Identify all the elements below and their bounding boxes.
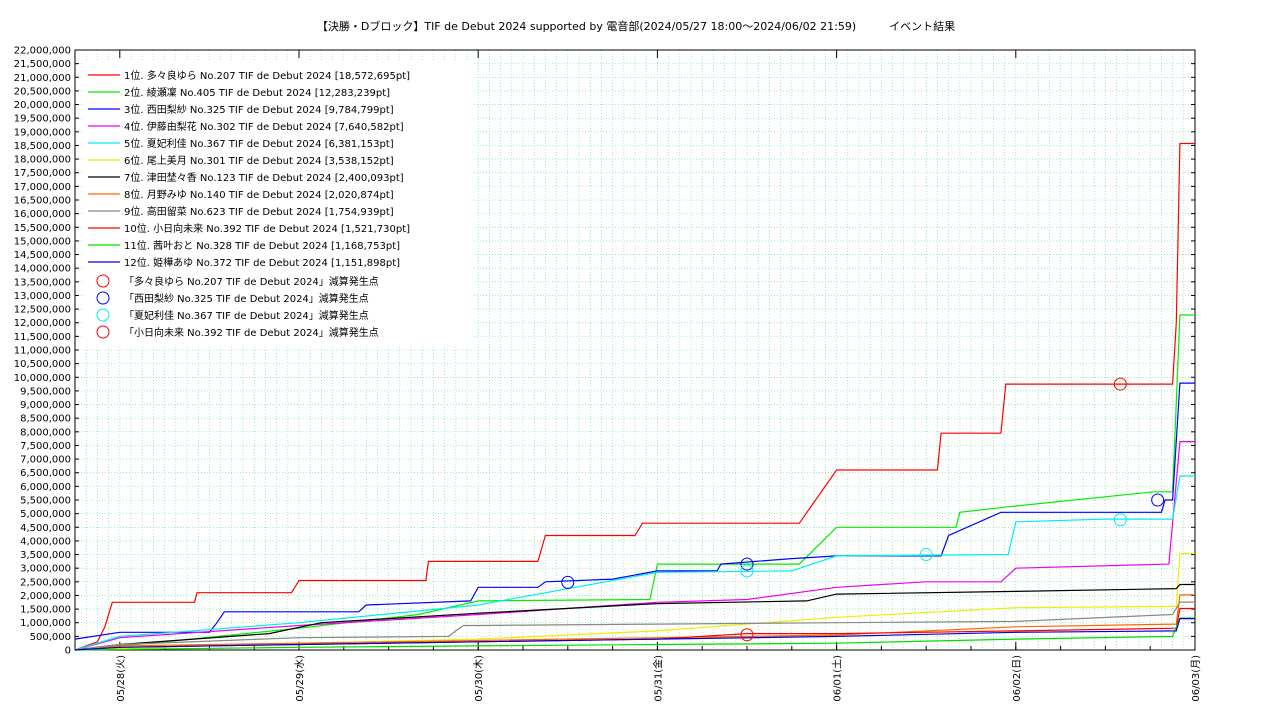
x-tick-label: 05/31(金)	[651, 655, 664, 702]
deduction-marker	[740, 564, 754, 578]
y-tick-label: 16,500,000	[14, 196, 71, 207]
legend-marker-swatch	[96, 274, 110, 288]
legend-label: 11位. 茜叶おと No.328 TIF de Debut 2024 [1,16…	[124, 239, 400, 252]
legend: 1位. 多々良ゆら No.207 TIF de Debut 2024 [18,5…	[83, 60, 473, 345]
y-tick-label: 7,500,000	[20, 441, 71, 452]
x-tick-label: 05/28(火)	[115, 655, 127, 702]
y-tick-label: 1,500,000	[20, 605, 71, 616]
y-tick-label: 7,000,000	[20, 455, 71, 466]
y-tick-label: 8,000,000	[20, 427, 71, 438]
y-tick-label: 4,000,000	[20, 536, 71, 547]
y-tick-label: 1,000,000	[20, 618, 71, 629]
series-line	[74, 617, 1195, 651]
y-tick-label: 22,000,000	[14, 46, 71, 57]
series-lines	[74, 142, 1195, 651]
y-tick-label: 20,500,000	[14, 86, 71, 97]
y-tick-label: 20,000,000	[14, 100, 71, 111]
y-tick-label: 10,500,000	[14, 359, 71, 370]
legend-label: 10位. 小日向未来 No.392 TIF de Debut 2024 [1,5…	[124, 222, 410, 235]
y-tick-label: 16,000,000	[14, 209, 71, 220]
deduction-marker	[561, 575, 575, 589]
series-line	[74, 601, 1195, 651]
axes: 0 500,000 1,000,000 1,500,000 2,000,000 2,500…	[14, 46, 1202, 702]
y-tick-label: 6,500,000	[20, 468, 71, 479]
y-tick-label: 5,500,000	[20, 496, 71, 507]
legend-label: 5位. 夏妃利佳 No.367 TIF de Debut 2024 [6,381…	[124, 137, 394, 150]
y-tick-label: 17,500,000	[14, 168, 71, 179]
y-tick-label: 15,000,000	[14, 236, 71, 247]
x-tick-label: 06/02(日)	[1012, 655, 1023, 702]
series-line	[74, 617, 1195, 651]
legend-marker-swatch	[96, 291, 110, 305]
deduction-marker	[1113, 377, 1127, 391]
legend-label: 「夏妃利佳 No.367 TIF de Debut 2024」減算発生点	[124, 309, 369, 322]
y-tick-label: 2,000,000	[20, 591, 71, 602]
y-tick-label: 18,000,000	[14, 155, 71, 166]
legend-label: 9位. 高田留菜 No.623 TIF de Debut 2024 [1,754…	[124, 205, 394, 218]
y-tick-label: 8,500,000	[20, 414, 71, 425]
y-tick-label: 14,000,000	[14, 264, 71, 275]
series-line	[74, 441, 1195, 651]
deduction-marker	[1151, 493, 1165, 507]
y-tick-label: 11,000,000	[14, 346, 71, 357]
deduction-marker	[740, 557, 754, 571]
legend-label: 12位. 姫樺あゆ No.372 TIF de Debut 2024 [1,15…	[124, 256, 400, 269]
x-tick-label: 05/30(木)	[473, 655, 485, 702]
legend-label: 4位. 伊藤由梨花 No.302 TIF de Debut 2024 [7,64…	[124, 120, 404, 133]
y-tick-label: 13,000,000	[14, 291, 71, 302]
y-tick-label: 13,500,000	[14, 277, 71, 288]
series-line	[74, 594, 1195, 651]
deduction-markers	[561, 377, 1165, 642]
series-line	[74, 382, 1195, 640]
y-tick-label: 0	[65, 646, 71, 657]
legend-label: 「西田梨紗 No.325 TIF de Debut 2024」減算発生点	[124, 292, 369, 305]
y-tick-label: 3,000,000	[20, 564, 71, 575]
y-tick-label: 6,000,000	[20, 482, 71, 493]
series-line	[74, 583, 1195, 651]
series-line	[74, 142, 1195, 651]
legend-marker-swatch	[96, 325, 110, 339]
y-tick-label: 5,000,000	[20, 509, 71, 520]
legend-label: 8位. 月野みゆ No.140 TIF de Debut 2024 [2,020…	[124, 188, 394, 201]
legend-background	[83, 60, 473, 345]
x-tick-label: 06/03(月)	[1190, 655, 1202, 702]
series-line	[74, 475, 1195, 651]
chart-title: 【決勝・Dブロック】TIF de Debut 2024 supported by…	[317, 19, 955, 33]
y-tick-label: 4,500,000	[20, 523, 71, 534]
y-tick-label: 21,000,000	[14, 73, 71, 84]
legend-label: 1位. 多々良ゆら No.207 TIF de Debut 2024 [18,5…	[124, 69, 410, 82]
legend-label: 「多々良ゆら No.207 TIF de Debut 2024」減算発生点	[124, 275, 379, 288]
y-tick-label: 15,500,000	[14, 223, 71, 234]
y-tick-label: 9,500,000	[20, 386, 71, 397]
legend-label: 3位. 西田梨紗 No.325 TIF de Debut 2024 [9,784…	[124, 103, 394, 116]
deduction-marker	[1113, 513, 1127, 527]
y-tick-label: 19,000,000	[14, 127, 71, 138]
y-tick-label: 2,500,000	[20, 577, 71, 588]
y-tick-label: 17,000,000	[14, 182, 71, 193]
legend-label: 7位. 津田埜々香 No.123 TIF de Debut 2024 [2,40…	[124, 171, 404, 184]
legend-marker-swatch	[96, 308, 110, 322]
y-tick-label: 12,000,000	[14, 318, 71, 329]
deduction-marker	[919, 548, 933, 562]
y-tick-label: 3,500,000	[20, 550, 71, 561]
legend-label: 2位. 綾瀬凜 No.405 TIF de Debut 2024 [12,283…	[124, 86, 390, 99]
y-tick-label: 19,500,000	[14, 114, 71, 125]
legend-label: 6位. 尾上美月 No.301 TIF de Debut 2024 [3,538…	[124, 154, 394, 167]
y-tick-label: 21,500,000	[14, 59, 71, 70]
plot-frame	[74, 49, 1196, 651]
y-tick-label: 9,000,000	[20, 400, 71, 411]
y-tick-label: 10,000,000	[14, 373, 71, 384]
y-tick-label: 18,500,000	[14, 141, 71, 152]
y-tick-label: 12,500,000	[14, 305, 71, 316]
x-tick-label: 06/01(土)	[831, 655, 844, 702]
y-tick-label: 500,000	[30, 632, 71, 643]
y-tick-label: 14,500,000	[14, 250, 71, 261]
deduction-marker	[740, 628, 754, 642]
y-tick-label: 11,500,000	[14, 332, 71, 343]
legend-label: 「小日向未来 No.392 TIF de Debut 2024」減算発生点	[124, 326, 379, 339]
x-tick-label: 05/29(水)	[294, 655, 306, 702]
